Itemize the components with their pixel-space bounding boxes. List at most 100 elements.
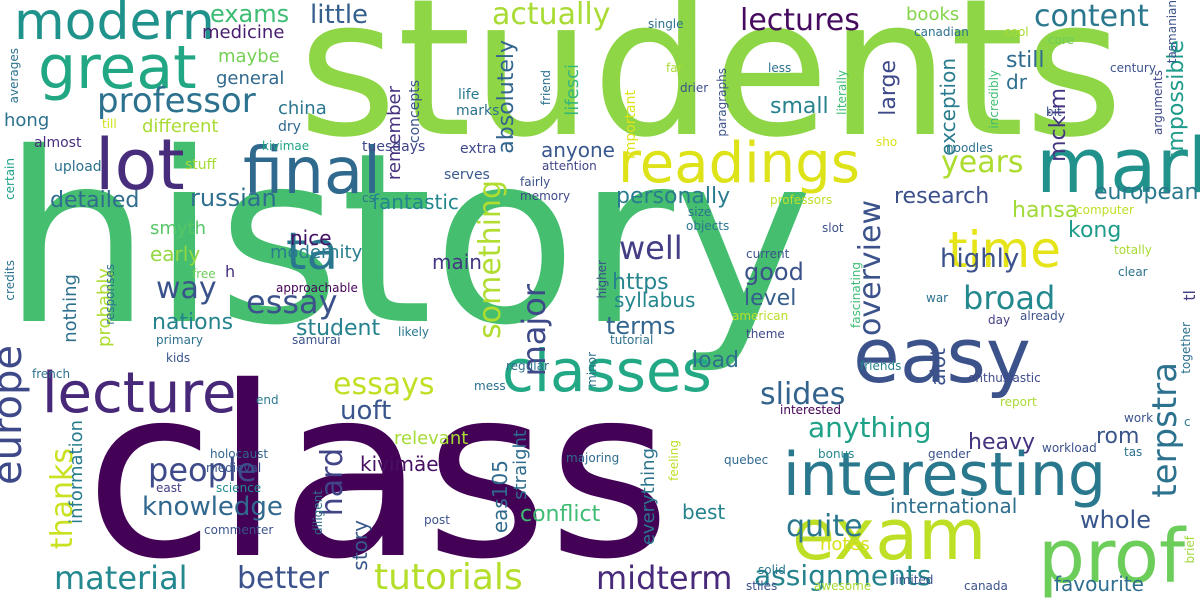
word-current: current bbox=[746, 247, 790, 261]
word-hansa: hansa bbox=[1012, 198, 1079, 223]
word-nice: nice bbox=[290, 226, 332, 250]
word-war: war bbox=[926, 291, 949, 305]
word-research: research bbox=[894, 184, 990, 209]
word-slides: slides bbox=[760, 377, 846, 412]
word-totally: totally bbox=[1114, 243, 1152, 257]
word-relevant: relevant bbox=[394, 428, 469, 449]
word-syllabus: syllabus bbox=[614, 288, 696, 312]
word-lecture: lecture bbox=[42, 361, 237, 426]
word-higher: higher bbox=[595, 260, 609, 299]
word-upload: upload bbox=[54, 159, 102, 175]
word-american: american bbox=[732, 309, 789, 323]
word-detailed: detailed bbox=[50, 188, 140, 213]
word-straight: straight bbox=[510, 430, 531, 500]
word-awesome: awesome bbox=[814, 579, 872, 593]
word-minor: minor bbox=[585, 352, 599, 387]
word-uoft: uoft bbox=[340, 396, 392, 426]
word-approachable: approachable bbox=[276, 281, 358, 295]
word-lectures: lectures bbox=[740, 3, 860, 38]
word-terms: terms bbox=[606, 312, 676, 340]
word-solid: solid bbox=[758, 563, 786, 577]
word-core: core bbox=[1048, 33, 1074, 47]
word-dry: dry bbox=[278, 119, 301, 135]
word-holocaust: holocaust bbox=[210, 447, 269, 461]
word-china: china bbox=[278, 98, 327, 119]
word-size: size bbox=[688, 205, 712, 219]
word-broad: broad bbox=[963, 279, 1056, 317]
word-remember: remember bbox=[384, 86, 405, 181]
word-c: c bbox=[1184, 415, 1191, 429]
word-interesting: interesting bbox=[783, 440, 1106, 510]
word-readings: readings bbox=[618, 131, 860, 196]
word-material: material bbox=[54, 559, 188, 597]
word-favourite: favourite bbox=[1054, 572, 1144, 596]
word-professors: professors bbox=[770, 193, 833, 207]
word-fascinating: fascinating bbox=[849, 262, 863, 328]
word-averages: averages bbox=[7, 48, 21, 104]
word-canada: canada bbox=[964, 579, 1008, 593]
word-books: books bbox=[906, 4, 960, 25]
word-knowledge: knowledge bbox=[142, 492, 283, 522]
word-personally: personally bbox=[616, 184, 731, 209]
word-literally: literally bbox=[835, 70, 849, 115]
word-absolutely: absolutely bbox=[494, 40, 519, 154]
word-concepts: concepts bbox=[407, 80, 423, 144]
word-likely: likely bbox=[398, 325, 430, 339]
word-theme: theme bbox=[746, 327, 785, 341]
word-samurai: samurai bbox=[292, 333, 341, 347]
word-prof: prof bbox=[1038, 514, 1186, 600]
word-stiles: stiles bbox=[746, 579, 778, 593]
word-objects: objects bbox=[686, 219, 730, 233]
word-free: free bbox=[192, 267, 216, 281]
word-friends: friends bbox=[860, 359, 902, 373]
word-medieval: medieval bbox=[206, 461, 262, 475]
word-hong: hong bbox=[4, 110, 50, 131]
word-lifesci: lifesci bbox=[562, 64, 583, 116]
word-main: main bbox=[432, 250, 482, 274]
word-already: already bbox=[1020, 309, 1065, 323]
word-ta: ta bbox=[286, 222, 339, 282]
word-good: good bbox=[744, 258, 804, 286]
word-early: early bbox=[150, 242, 201, 266]
word-international: international bbox=[890, 494, 1018, 518]
word-conflict: conflict bbox=[520, 502, 601, 527]
word-drier: drier bbox=[680, 81, 709, 95]
word-slot: slot bbox=[822, 221, 844, 235]
word-small: small bbox=[770, 94, 829, 119]
word-information: information bbox=[66, 420, 87, 524]
word-sho: sho bbox=[876, 135, 898, 149]
word-modernity: modernity bbox=[270, 242, 363, 263]
word-kivimae-accented: kivimäe bbox=[360, 452, 439, 476]
word-science: science bbox=[216, 481, 262, 495]
word-alot: alot bbox=[926, 348, 950, 386]
word-stuff: stuff bbox=[185, 157, 217, 173]
word-post: post bbox=[424, 513, 450, 527]
word-lot: lot bbox=[95, 124, 185, 206]
word-arguments: arguments bbox=[1151, 70, 1165, 135]
word-terpstra: terpstra bbox=[1145, 362, 1185, 498]
word-actually: actually bbox=[492, 0, 611, 32]
word-tas: tas bbox=[1124, 445, 1143, 459]
word-majoring: majoring bbox=[566, 451, 620, 465]
word-fairly: fairly bbox=[520, 175, 551, 189]
word-kids: kids bbox=[166, 351, 191, 365]
word-tutorials: tutorials bbox=[374, 557, 523, 598]
word-exams: exams bbox=[210, 0, 290, 28]
word-clear: clear bbox=[1118, 265, 1148, 279]
word-work: work bbox=[1124, 411, 1154, 425]
word-anything: anything bbox=[808, 411, 932, 444]
word-commenter: commenter bbox=[204, 523, 274, 537]
word-noodles: noodles bbox=[946, 141, 993, 155]
word-student: student bbox=[296, 316, 381, 341]
word-classes: classes bbox=[502, 337, 712, 405]
word-serves: serves bbox=[444, 167, 490, 183]
word-kong: kong bbox=[1068, 218, 1122, 243]
word-better: better bbox=[237, 561, 329, 596]
word-professor: professor bbox=[97, 81, 256, 121]
word-kivimae: kivimae bbox=[262, 139, 310, 153]
word-tuesdays: tuesdays bbox=[362, 139, 426, 155]
word-fantastic: fantastic bbox=[372, 190, 459, 214]
word-history: history bbox=[2, 102, 814, 377]
word-essay: essay bbox=[246, 283, 338, 321]
word-modern: modern bbox=[14, 0, 215, 52]
